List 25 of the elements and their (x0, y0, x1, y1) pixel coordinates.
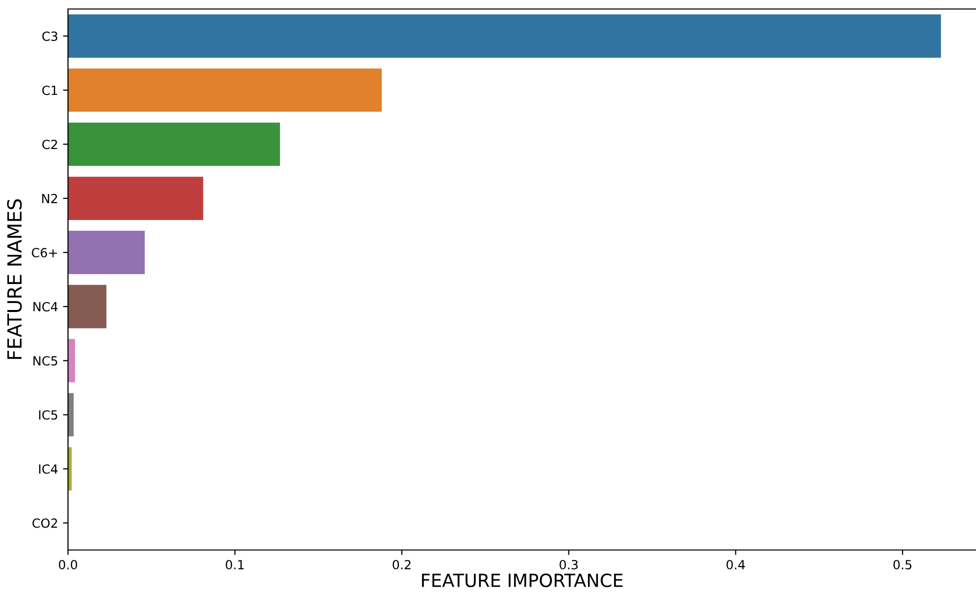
bar (68, 339, 76, 382)
y-axis-title: FEATURE NAMES (7, 199, 22, 359)
y-tick-label: NC5 (33, 356, 58, 366)
y-tick-label: NC4 (33, 302, 58, 312)
x-axis-title: FEATURE IMPORTANCE (422, 574, 623, 588)
y-tick-label: IC4 (39, 464, 58, 474)
x-tick-label: 0.2 (392, 560, 411, 570)
bar (68, 230, 145, 274)
y-tick-label: C1 (42, 86, 58, 96)
x-tick-label: 0.1 (226, 560, 244, 570)
x-tick-label: 0.4 (726, 560, 745, 570)
y-tick-label: IC5 (39, 410, 58, 420)
y-tick-label: C6+ (32, 248, 57, 258)
x-tick-label: 0.5 (893, 560, 912, 570)
y-tick-label: N2 (42, 194, 58, 204)
x-tick-label: 0.0 (58, 560, 78, 570)
bar (68, 284, 106, 328)
bar (68, 176, 204, 220)
y-tick-label: C2 (42, 140, 58, 150)
bar (68, 122, 280, 166)
x-tick-label: 0.3 (560, 560, 578, 570)
bar (68, 14, 941, 58)
bar (68, 68, 382, 112)
y-tick-label: CO2 (32, 518, 58, 528)
y-tick-label: C3 (42, 32, 58, 41)
